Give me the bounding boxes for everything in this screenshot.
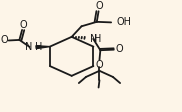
Text: O: O bbox=[115, 44, 123, 54]
Text: N: N bbox=[25, 42, 32, 52]
Text: O: O bbox=[19, 20, 27, 30]
Text: O: O bbox=[96, 1, 103, 11]
Text: OH: OH bbox=[116, 17, 132, 27]
Text: O: O bbox=[0, 36, 8, 45]
Polygon shape bbox=[36, 46, 50, 49]
Text: N: N bbox=[90, 33, 97, 44]
Text: H: H bbox=[35, 42, 43, 52]
Text: H: H bbox=[94, 33, 101, 44]
Text: O: O bbox=[96, 60, 103, 70]
